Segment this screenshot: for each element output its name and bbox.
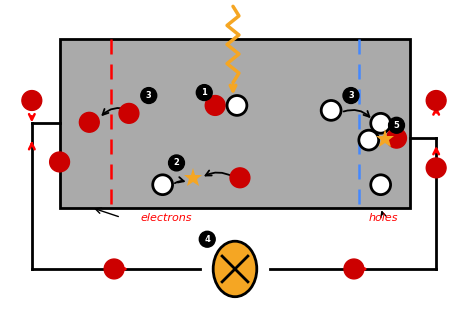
Circle shape bbox=[426, 158, 446, 178]
Circle shape bbox=[153, 175, 172, 195]
Circle shape bbox=[119, 104, 139, 123]
Text: 2: 2 bbox=[174, 159, 179, 167]
Text: 5: 5 bbox=[394, 121, 399, 130]
Circle shape bbox=[141, 88, 157, 104]
Circle shape bbox=[50, 152, 70, 172]
Circle shape bbox=[343, 88, 359, 104]
Ellipse shape bbox=[213, 241, 257, 297]
Circle shape bbox=[205, 95, 225, 115]
Circle shape bbox=[199, 231, 215, 247]
Bar bbox=[60, 39, 410, 208]
Circle shape bbox=[371, 113, 390, 133]
Circle shape bbox=[196, 85, 212, 100]
Circle shape bbox=[22, 91, 42, 110]
Text: 1: 1 bbox=[201, 88, 207, 97]
Circle shape bbox=[426, 91, 446, 110]
Circle shape bbox=[169, 155, 184, 171]
Circle shape bbox=[230, 168, 250, 188]
Circle shape bbox=[387, 128, 406, 148]
Circle shape bbox=[321, 100, 341, 120]
Text: 3: 3 bbox=[146, 91, 152, 100]
Circle shape bbox=[227, 95, 247, 115]
Circle shape bbox=[104, 259, 124, 279]
Text: electrons: electrons bbox=[141, 214, 192, 223]
Circle shape bbox=[389, 117, 404, 133]
Circle shape bbox=[359, 130, 379, 150]
Text: 4: 4 bbox=[204, 235, 210, 244]
Text: 3: 3 bbox=[348, 91, 354, 100]
Circle shape bbox=[79, 112, 99, 132]
Circle shape bbox=[344, 259, 364, 279]
Circle shape bbox=[371, 175, 390, 195]
Text: holes: holes bbox=[369, 214, 398, 223]
